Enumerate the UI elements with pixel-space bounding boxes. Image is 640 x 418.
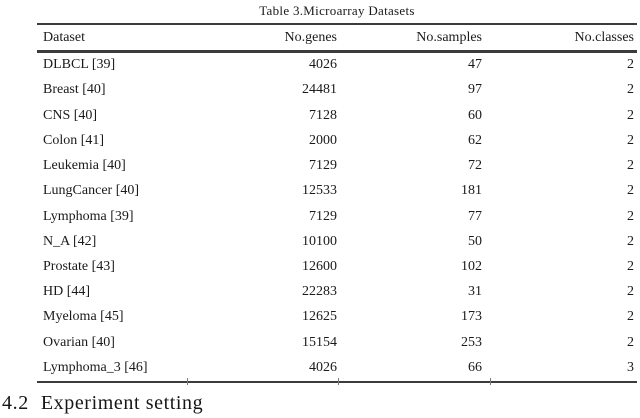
cell-no-genes: 12533 bbox=[302, 183, 337, 199]
cell-no-classes: 2 bbox=[627, 208, 634, 224]
cell-dataset: N_A [42] bbox=[43, 233, 97, 249]
cell-no-classes: 2 bbox=[627, 57, 634, 73]
cell-no-samples: 77 bbox=[468, 208, 482, 224]
table-row: Colon [41] 2000 62 2 bbox=[37, 128, 637, 153]
cell-no-samples: 50 bbox=[468, 233, 482, 249]
cell-dataset: Leukemia [40] bbox=[43, 158, 126, 174]
cell-no-samples: 102 bbox=[461, 258, 482, 274]
table-row: LungCancer [40] 12533 181 2 bbox=[37, 179, 637, 204]
cell-dataset: Prostate [43] bbox=[43, 258, 115, 274]
table-header-row: Dataset No.genes No.samples No.classes bbox=[37, 25, 637, 50]
cell-no-samples: 31 bbox=[468, 284, 482, 300]
cell-no-samples: 181 bbox=[461, 183, 482, 199]
cell-dataset: DLBCL [39] bbox=[43, 57, 116, 73]
microarray-datasets-table: Dataset No.genes No.samples No.classes D… bbox=[37, 23, 637, 385]
section-number: 4.2 bbox=[2, 392, 29, 414]
table-row: Lymphoma [39] 7129 77 2 bbox=[37, 204, 637, 229]
table-row: HD [44] 22283 31 2 bbox=[37, 280, 637, 305]
cell-no-genes: 4026 bbox=[309, 359, 337, 375]
cell-no-genes: 7129 bbox=[309, 158, 337, 174]
table-row: DLBCL [39] 4026 47 2 bbox=[37, 53, 637, 78]
table-row: Myeloma [45] 12625 173 2 bbox=[37, 305, 637, 330]
cell-no-genes: 7128 bbox=[309, 107, 337, 123]
cell-dataset: Lymphoma_3 [46] bbox=[43, 359, 148, 375]
cell-no-genes: 7129 bbox=[309, 208, 337, 224]
cell-no-classes: 2 bbox=[627, 233, 634, 249]
table-body: DLBCL [39] 4026 47 2 Breast [40] 24481 97 2 CNS … bbox=[37, 53, 637, 381]
cell-dataset: CNS [40] bbox=[43, 107, 98, 123]
cell-dataset: Colon [41] bbox=[43, 132, 105, 148]
cell-no-classes: 3 bbox=[627, 359, 634, 375]
cell-no-classes: 2 bbox=[627, 82, 634, 98]
cell-no-genes: 15154 bbox=[302, 334, 337, 350]
cell-no-samples: 66 bbox=[468, 359, 482, 375]
table-row: Prostate [43] 12600 102 2 bbox=[37, 254, 637, 279]
column-divider-tick bbox=[490, 377, 491, 385]
cell-no-genes: 22283 bbox=[302, 284, 337, 300]
cell-no-genes: 12625 bbox=[302, 309, 337, 325]
cell-no-samples: 253 bbox=[461, 334, 482, 350]
cell-dataset: Ovarian [40] bbox=[43, 334, 115, 350]
cell-dataset: HD [44] bbox=[43, 284, 91, 300]
cell-dataset: LungCancer [40] bbox=[43, 183, 140, 199]
column-divider-tick bbox=[338, 377, 339, 385]
cell-no-classes: 2 bbox=[627, 132, 634, 148]
table-bottom-rule bbox=[37, 377, 637, 385]
cell-no-classes: 2 bbox=[627, 284, 634, 300]
cell-no-samples: 47 bbox=[468, 57, 482, 73]
column-header-no-classes: No.classes bbox=[574, 29, 635, 45]
cell-no-classes: 2 bbox=[627, 158, 634, 174]
cell-no-classes: 2 bbox=[627, 107, 634, 123]
table-row: Leukemia [40] 7129 72 2 bbox=[37, 153, 637, 178]
cell-no-genes: 12600 bbox=[302, 258, 337, 274]
cell-no-genes: 24481 bbox=[302, 82, 337, 98]
section-heading: 4.2 Experiment setting bbox=[2, 392, 203, 415]
cell-no-genes: 2000 bbox=[309, 132, 337, 148]
cell-no-samples: 72 bbox=[468, 158, 482, 174]
column-divider-tick bbox=[187, 377, 188, 385]
column-header-dataset: Dataset bbox=[43, 29, 85, 45]
cell-no-classes: 2 bbox=[627, 183, 634, 199]
table-row: Ovarian [40] 15154 253 2 bbox=[37, 330, 637, 355]
cell-no-genes: 10100 bbox=[302, 233, 337, 249]
column-header-no-samples: No.samples bbox=[416, 29, 482, 45]
table-row: CNS [40] 7128 60 2 bbox=[37, 103, 637, 128]
table-header-rule bbox=[37, 50, 637, 53]
cell-no-classes: 2 bbox=[627, 334, 634, 350]
cell-no-samples: 173 bbox=[461, 309, 482, 325]
cell-no-genes: 4026 bbox=[309, 57, 337, 73]
table-row: Lymphoma_3 [46] 4026 66 3 bbox=[37, 355, 637, 380]
section-title: Experiment setting bbox=[40, 392, 204, 414]
cell-no-classes: 2 bbox=[627, 309, 634, 325]
column-header-no-genes: No.genes bbox=[284, 29, 338, 45]
table-top-rule bbox=[37, 23, 637, 25]
cell-dataset: Breast [40] bbox=[43, 82, 106, 98]
cell-dataset: Myeloma [45] bbox=[43, 309, 124, 325]
cell-no-samples: 62 bbox=[468, 132, 482, 148]
table-row: N_A [42] 10100 50 2 bbox=[37, 229, 637, 254]
cell-dataset: Lymphoma [39] bbox=[43, 208, 134, 224]
table-caption: Table 3.Microarray Datasets bbox=[259, 3, 415, 18]
cell-no-samples: 60 bbox=[468, 107, 482, 123]
cell-no-samples: 97 bbox=[468, 82, 482, 98]
cell-no-classes: 2 bbox=[627, 258, 634, 274]
table-row: Breast [40] 24481 97 2 bbox=[37, 78, 637, 103]
